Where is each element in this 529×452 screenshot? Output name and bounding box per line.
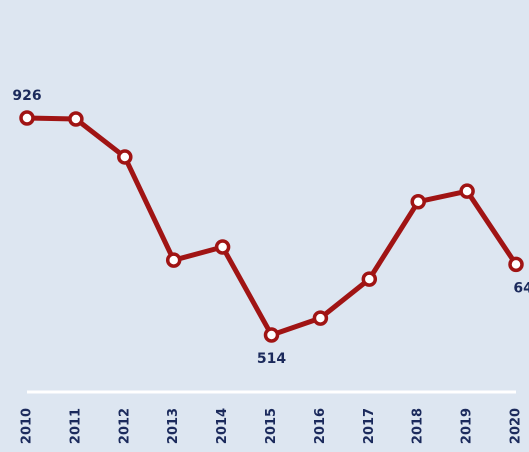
x-tick-label: 2014 [215,408,230,444]
data-label: 648 [513,280,529,296]
point-marker [214,239,231,255]
point-marker [19,110,35,126]
point-marker [165,252,182,268]
x-tick-label: 2012 [117,408,132,444]
point-marker [459,183,475,199]
x-tick-label: 2019 [460,408,475,444]
point-marker [410,193,426,210]
point-marker [361,271,378,287]
x-tick-label: 2010 [20,408,35,444]
x-tick-label: 2013 [166,408,181,444]
line [26,115,519,338]
point-marker [117,149,133,165]
data-label: 514 [257,351,286,367]
x-tick-label: 2016 [313,408,328,444]
point-marker [263,327,280,343]
point-marker [68,111,84,127]
point-marker [508,256,524,273]
x-tick-label: 2015 [264,408,279,444]
x-tick-label: 2017 [362,408,377,444]
x-tick-label: 2018 [411,408,426,444]
point-marker [312,310,329,326]
data-label: 926 [12,88,41,104]
x-tick-label: 2011 [68,408,83,444]
x-tick-label: 2020 [509,408,524,444]
